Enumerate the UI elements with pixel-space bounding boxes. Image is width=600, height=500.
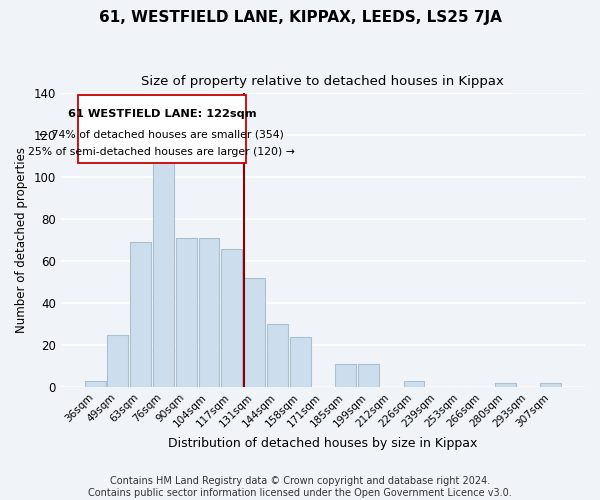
Bar bbox=[153, 158, 174, 387]
Y-axis label: Number of detached properties: Number of detached properties bbox=[15, 147, 28, 333]
Text: 61, WESTFIELD LANE, KIPPAX, LEEDS, LS25 7JA: 61, WESTFIELD LANE, KIPPAX, LEEDS, LS25 … bbox=[98, 10, 502, 25]
Bar bbox=[358, 364, 379, 387]
X-axis label: Distribution of detached houses by size in Kippax: Distribution of detached houses by size … bbox=[168, 437, 478, 450]
Bar bbox=[85, 380, 106, 387]
Bar bbox=[130, 242, 151, 387]
Bar bbox=[335, 364, 356, 387]
Bar bbox=[176, 238, 197, 387]
Title: Size of property relative to detached houses in Kippax: Size of property relative to detached ho… bbox=[142, 75, 505, 88]
Text: ← 74% of detached houses are smaller (354): ← 74% of detached houses are smaller (35… bbox=[40, 130, 284, 140]
Bar bbox=[404, 380, 424, 387]
Text: 25% of semi-detached houses are larger (120) →: 25% of semi-detached houses are larger (… bbox=[28, 148, 295, 158]
Text: Contains HM Land Registry data © Crown copyright and database right 2024.
Contai: Contains HM Land Registry data © Crown c… bbox=[88, 476, 512, 498]
Bar bbox=[267, 324, 288, 387]
Bar bbox=[107, 334, 128, 387]
FancyBboxPatch shape bbox=[78, 96, 245, 162]
Bar bbox=[221, 248, 242, 387]
Bar bbox=[540, 383, 561, 387]
Bar bbox=[494, 383, 515, 387]
Bar bbox=[290, 336, 311, 387]
Bar bbox=[244, 278, 265, 387]
Text: 61 WESTFIELD LANE: 122sqm: 61 WESTFIELD LANE: 122sqm bbox=[68, 109, 256, 119]
Bar bbox=[199, 238, 220, 387]
